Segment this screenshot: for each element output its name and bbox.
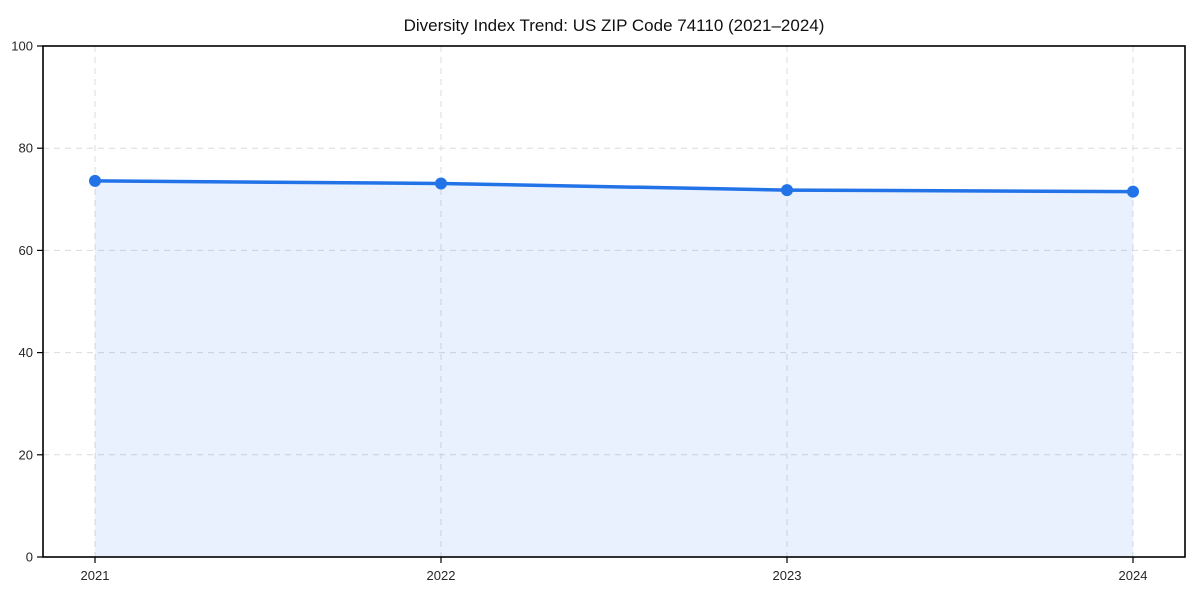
data-points-group xyxy=(89,174,1139,198)
data-point-2023 xyxy=(781,184,793,197)
area-fill xyxy=(95,180,1133,558)
axes-group xyxy=(37,45,1186,563)
y-tick-label: 40 xyxy=(19,345,33,360)
y-tick-label: 60 xyxy=(19,243,33,258)
area-fill-group xyxy=(95,180,1133,558)
y-tick-label: 80 xyxy=(19,141,33,156)
data-point-2022 xyxy=(435,177,447,190)
trend-line xyxy=(93,179,1135,194)
tick-labels-group: 0 20 40 60 80 100 2021 2022 2023 2024 xyxy=(11,39,1147,584)
data-point-2024 xyxy=(1127,185,1139,198)
x-tick-label: 2023 xyxy=(773,568,802,583)
y-tick-label: 20 xyxy=(19,447,33,462)
x-tick-label: 2022 xyxy=(427,568,456,583)
data-point-2021 xyxy=(89,174,101,187)
y-tick-label: 100 xyxy=(11,39,33,54)
trend-line-group xyxy=(93,179,1135,194)
chart-title: Diversity Index Trend: US ZIP Code 74110… xyxy=(404,16,825,35)
y-tick-label: 0 xyxy=(26,550,33,565)
x-tick-label: 2021 xyxy=(81,568,110,583)
plot-border xyxy=(42,45,1186,558)
x-tick-label: 2024 xyxy=(1119,568,1148,583)
